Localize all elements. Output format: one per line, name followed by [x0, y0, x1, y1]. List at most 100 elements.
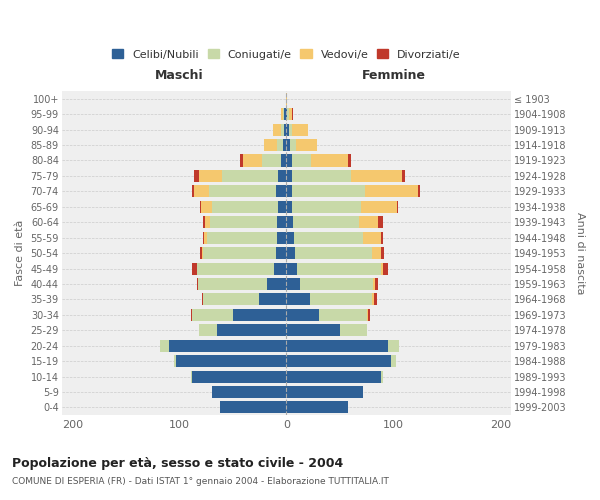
Bar — [397, 201, 398, 213]
Bar — [289, 124, 292, 136]
Bar — [262, 154, 281, 166]
Bar — [286, 154, 292, 166]
Bar — [287, 108, 289, 120]
Legend: Celibi/Nubili, Coniugati/e, Vedovi/e, Divorziati/e: Celibi/Nubili, Coniugati/e, Vedovi/e, Di… — [107, 44, 465, 64]
Bar — [203, 216, 205, 228]
Bar — [212, 386, 286, 398]
Bar — [286, 170, 292, 182]
Bar — [207, 232, 277, 243]
Bar — [286, 278, 301, 290]
Bar — [202, 247, 203, 259]
Bar — [284, 124, 286, 136]
Bar — [192, 186, 194, 198]
Bar — [194, 186, 209, 198]
Bar — [372, 247, 380, 259]
Bar — [286, 294, 310, 306]
Bar — [286, 124, 289, 136]
Bar — [286, 232, 294, 243]
Bar — [283, 108, 284, 120]
Bar — [349, 154, 350, 166]
Bar — [286, 201, 292, 213]
Bar — [286, 309, 319, 321]
Bar — [388, 340, 399, 351]
Bar — [286, 340, 388, 351]
Bar — [292, 186, 365, 198]
Bar — [281, 108, 283, 120]
Bar — [284, 108, 286, 120]
Text: Femmine: Femmine — [361, 69, 425, 82]
Bar — [292, 154, 311, 166]
Bar — [197, 262, 274, 274]
Bar — [289, 108, 292, 120]
Bar — [380, 247, 384, 259]
Bar — [201, 201, 212, 213]
Bar — [290, 139, 296, 151]
Y-axis label: Fasce di età: Fasce di età — [15, 220, 25, 286]
Bar — [278, 170, 286, 182]
Bar — [267, 278, 286, 290]
Bar — [391, 355, 395, 367]
Bar — [286, 262, 297, 274]
Bar — [402, 170, 405, 182]
Bar — [217, 324, 286, 336]
Bar — [222, 170, 278, 182]
Bar — [286, 402, 349, 413]
Bar — [233, 309, 286, 321]
Bar — [365, 186, 418, 198]
Y-axis label: Anni di nascita: Anni di nascita — [575, 212, 585, 294]
Bar — [281, 154, 286, 166]
Bar — [379, 216, 383, 228]
Bar — [278, 201, 286, 213]
Bar — [286, 108, 287, 120]
Text: Popolazione per età, sesso e stato civile - 2004: Popolazione per età, sesso e stato civil… — [12, 458, 343, 470]
Bar — [286, 386, 364, 398]
Bar — [292, 170, 350, 182]
Bar — [277, 139, 283, 151]
Bar — [292, 201, 361, 213]
Bar — [310, 294, 372, 306]
Bar — [296, 139, 317, 151]
Bar — [192, 370, 286, 382]
Bar — [204, 232, 207, 243]
Bar — [200, 247, 202, 259]
Bar — [202, 294, 203, 306]
Bar — [220, 402, 286, 413]
Bar — [380, 232, 383, 243]
Bar — [374, 294, 377, 306]
Bar — [169, 340, 286, 351]
Bar — [286, 92, 287, 105]
Bar — [380, 370, 383, 382]
Bar — [276, 186, 286, 198]
Bar — [286, 216, 293, 228]
Bar — [373, 278, 375, 290]
Bar — [197, 278, 267, 290]
Bar — [368, 309, 370, 321]
Bar — [364, 232, 380, 243]
Bar — [209, 186, 276, 198]
Bar — [375, 278, 379, 290]
Bar — [294, 232, 364, 243]
Bar — [292, 124, 308, 136]
Bar — [203, 294, 259, 306]
Bar — [286, 324, 340, 336]
Bar — [191, 370, 192, 382]
Bar — [205, 216, 211, 228]
Bar — [367, 309, 368, 321]
Bar — [281, 124, 284, 136]
Bar — [286, 186, 292, 198]
Bar — [274, 262, 286, 274]
Bar — [340, 324, 367, 336]
Bar — [295, 247, 372, 259]
Bar — [242, 154, 262, 166]
Bar — [174, 355, 176, 367]
Bar — [259, 294, 286, 306]
Bar — [241, 154, 242, 166]
Bar — [319, 309, 367, 321]
Bar — [311, 154, 349, 166]
Bar — [277, 232, 286, 243]
Bar — [191, 309, 192, 321]
Bar — [277, 216, 286, 228]
Bar — [301, 278, 373, 290]
Bar — [350, 170, 402, 182]
Bar — [297, 262, 380, 274]
